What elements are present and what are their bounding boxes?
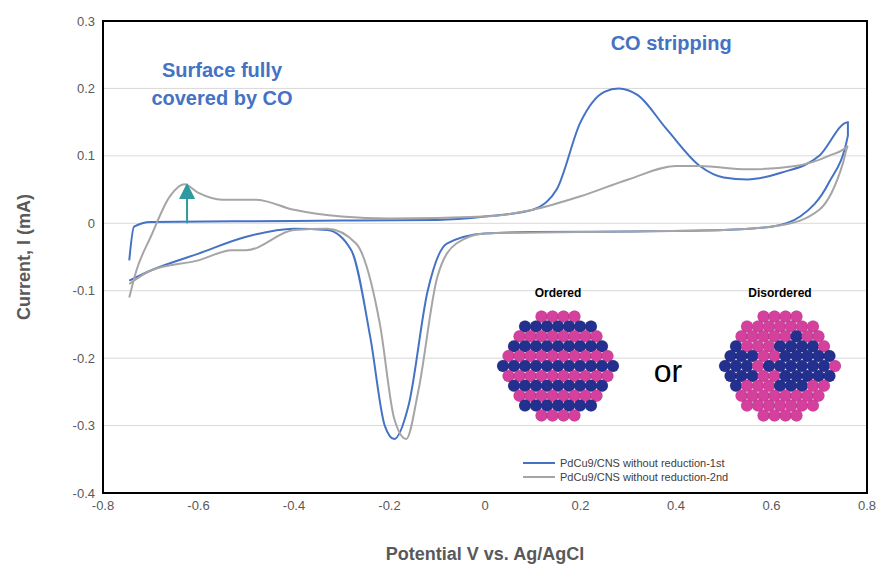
svg-text:-0.2: -0.2 [378, 498, 400, 513]
svg-text:Current, I (mA): Current, I (mA) [14, 194, 34, 320]
svg-text:-0.6: -0.6 [187, 498, 209, 513]
svg-text:Disordered: Disordered [748, 286, 811, 300]
svg-text:0.6: 0.6 [762, 498, 780, 513]
svg-text:PdCu9/CNS without reduction-1s: PdCu9/CNS without reduction-1st [560, 457, 724, 469]
svg-text:CO stripping: CO stripping [611, 32, 732, 54]
svg-text:-0.2: -0.2 [73, 351, 95, 366]
svg-text:-0.3: -0.3 [73, 418, 95, 433]
svg-text:-0.4: -0.4 [73, 486, 95, 501]
svg-text:0.3: 0.3 [77, 14, 95, 29]
svg-text:-0.8: -0.8 [92, 498, 114, 513]
svg-text:0.2: 0.2 [571, 498, 589, 513]
svg-text:0: 0 [481, 498, 488, 513]
svg-text:0.1: 0.1 [77, 148, 95, 163]
svg-text:covered by CO: covered by CO [151, 87, 292, 109]
svg-text:-0.4: -0.4 [283, 498, 305, 513]
svg-text:0.2: 0.2 [77, 81, 95, 96]
svg-text:Ordered: Ordered [535, 286, 582, 300]
svg-text:Potential V vs. Ag/AgCl: Potential V vs. Ag/AgCl [386, 544, 584, 564]
svg-text:-0.1: -0.1 [73, 283, 95, 298]
svg-text:0.4: 0.4 [667, 498, 685, 513]
svg-text:PdCu9/CNS without reduction-2n: PdCu9/CNS without reduction-2nd [560, 471, 728, 483]
svg-text:0.8: 0.8 [858, 498, 876, 513]
svg-text:0: 0 [88, 216, 95, 231]
svg-text:or: or [654, 353, 683, 389]
svg-text:Surface fully: Surface fully [162, 59, 283, 81]
